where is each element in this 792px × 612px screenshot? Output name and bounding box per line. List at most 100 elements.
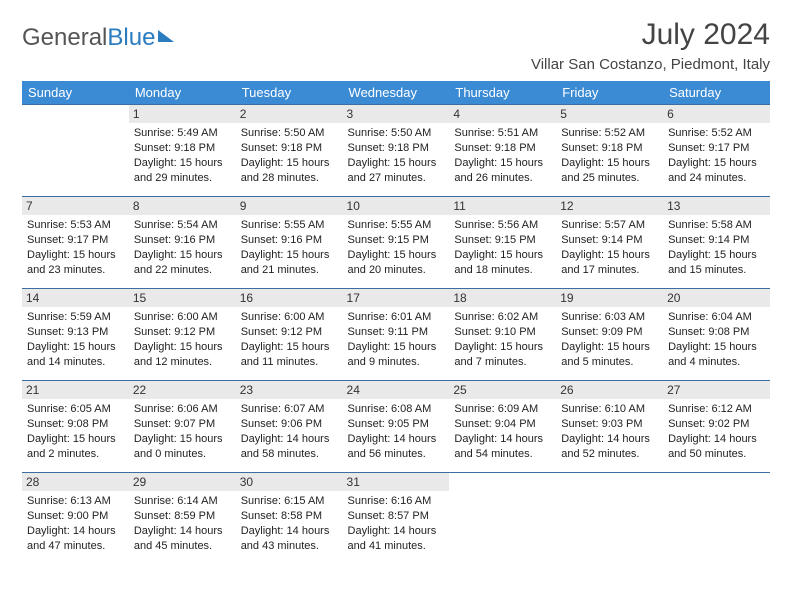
logo-text-2: Blue bbox=[107, 24, 155, 52]
detail-line: Sunset: 9:18 PM bbox=[454, 141, 551, 156]
day-detail: Sunrise: 6:12 AMSunset: 9:02 PMDaylight:… bbox=[668, 402, 765, 461]
detail-line: and 43 minutes. bbox=[241, 539, 338, 554]
day-detail: Sunrise: 5:59 AMSunset: 9:13 PMDaylight:… bbox=[27, 310, 124, 369]
header: GeneralBlue July 2024 Villar San Costanz… bbox=[22, 18, 770, 79]
detail-line: Sunrise: 6:00 AM bbox=[134, 310, 231, 325]
detail-line: Daylight: 15 hours bbox=[348, 248, 445, 263]
detail-line: Daylight: 14 hours bbox=[134, 524, 231, 539]
detail-line: Sunset: 9:07 PM bbox=[134, 417, 231, 432]
day-number: 17 bbox=[343, 289, 450, 307]
day-number: 6 bbox=[663, 105, 770, 123]
detail-line: and 12 minutes. bbox=[134, 355, 231, 370]
detail-line: Sunset: 9:09 PM bbox=[561, 325, 658, 340]
detail-line: Daylight: 15 hours bbox=[668, 248, 765, 263]
detail-line: Daylight: 15 hours bbox=[27, 432, 124, 447]
detail-line: Sunset: 9:18 PM bbox=[348, 141, 445, 156]
detail-line: Sunset: 9:15 PM bbox=[454, 233, 551, 248]
day-number: 16 bbox=[236, 289, 343, 307]
detail-line: and 56 minutes. bbox=[348, 447, 445, 462]
day-number: 8 bbox=[129, 197, 236, 215]
calendar-cell: 30Sunrise: 6:15 AMSunset: 8:58 PMDayligh… bbox=[236, 473, 343, 565]
detail-line: Sunset: 9:08 PM bbox=[668, 325, 765, 340]
detail-line: Sunset: 9:00 PM bbox=[27, 509, 124, 524]
day-number: 22 bbox=[129, 381, 236, 399]
detail-line: Daylight: 15 hours bbox=[27, 340, 124, 355]
detail-line: and 5 minutes. bbox=[561, 355, 658, 370]
detail-line: Sunrise: 6:05 AM bbox=[27, 402, 124, 417]
calendar-cell: 18Sunrise: 6:02 AMSunset: 9:10 PMDayligh… bbox=[449, 289, 556, 381]
day-number: 19 bbox=[556, 289, 663, 307]
day-detail: Sunrise: 6:14 AMSunset: 8:59 PMDaylight:… bbox=[134, 494, 231, 553]
detail-line: and 29 minutes. bbox=[134, 171, 231, 186]
calendar-row: 21Sunrise: 6:05 AMSunset: 9:08 PMDayligh… bbox=[22, 381, 770, 473]
logo-mark-icon bbox=[158, 30, 174, 42]
calendar-row: 7Sunrise: 5:53 AMSunset: 9:17 PMDaylight… bbox=[22, 197, 770, 289]
detail-line: and 2 minutes. bbox=[27, 447, 124, 462]
day-number: 24 bbox=[343, 381, 450, 399]
detail-line: Daylight: 15 hours bbox=[134, 340, 231, 355]
detail-line: Daylight: 14 hours bbox=[241, 432, 338, 447]
day-number: 12 bbox=[556, 197, 663, 215]
weekday-header: Thursday bbox=[449, 81, 556, 105]
day-number: 3 bbox=[343, 105, 450, 123]
detail-line: Sunset: 9:06 PM bbox=[241, 417, 338, 432]
detail-line: Sunset: 9:05 PM bbox=[348, 417, 445, 432]
detail-line: Sunset: 9:17 PM bbox=[668, 141, 765, 156]
detail-line: Sunrise: 6:13 AM bbox=[27, 494, 124, 509]
day-detail: Sunrise: 5:55 AMSunset: 9:15 PMDaylight:… bbox=[348, 218, 445, 277]
detail-line: Sunrise: 5:51 AM bbox=[454, 126, 551, 141]
detail-line: and 18 minutes. bbox=[454, 263, 551, 278]
detail-line: Sunrise: 5:54 AM bbox=[134, 218, 231, 233]
day-number: 10 bbox=[343, 197, 450, 215]
detail-line: Daylight: 14 hours bbox=[27, 524, 124, 539]
day-detail: Sunrise: 6:01 AMSunset: 9:11 PMDaylight:… bbox=[348, 310, 445, 369]
detail-line: and 17 minutes. bbox=[561, 263, 658, 278]
calendar-cell: 16 Sunrise: 6:00 AMSunset: 9:12 PMDayligh… bbox=[236, 289, 343, 381]
calendar-cell: 2Sunrise: 5:50 AMSunset: 9:18 PMDaylight… bbox=[236, 105, 343, 197]
day-detail: Sunrise: 6:07 AMSunset: 9:06 PMDaylight:… bbox=[241, 402, 338, 461]
detail-line: Sunset: 9:04 PM bbox=[454, 417, 551, 432]
day-detail: Sunrise: 5:53 AMSunset: 9:17 PMDaylight:… bbox=[27, 218, 124, 277]
calendar-cell: 11 Sunrise: 5:56 AMSunset: 9:15 PMDayligh… bbox=[449, 197, 556, 289]
detail-line: Sunrise: 6:15 AM bbox=[241, 494, 338, 509]
detail-line: and 52 minutes. bbox=[561, 447, 658, 462]
calendar-cell: 25Sunrise: 6:09 AMSunset: 9:04 PMDayligh… bbox=[449, 381, 556, 473]
day-detail: Sunrise: 5:49 AMSunset: 9:18 PMDaylight:… bbox=[134, 126, 231, 185]
calendar-cell: 9Sunrise: 5:55 AMSunset: 9:16 PMDaylight… bbox=[236, 197, 343, 289]
calendar-cell: 21Sunrise: 6:05 AMSunset: 9:08 PMDayligh… bbox=[22, 381, 129, 473]
detail-line: Sunrise: 5:49 AM bbox=[134, 126, 231, 141]
detail-line: and 0 minutes. bbox=[134, 447, 231, 462]
calendar-row: 28Sunrise: 6:13 AMSunset: 9:00 PMDayligh… bbox=[22, 473, 770, 565]
day-detail: Sunrise: 6:00 AMSunset: 9:12 PMDaylight:… bbox=[241, 310, 338, 369]
detail-line: Daylight: 15 hours bbox=[241, 156, 338, 171]
day-number: 9 bbox=[236, 197, 343, 215]
day-detail: Sunrise: 5:56 AMSunset: 9:15 PMDaylight:… bbox=[454, 218, 551, 277]
weekday-header: Sunday bbox=[22, 81, 129, 105]
day-detail: Sunrise: 6:10 AMSunset: 9:03 PMDaylight:… bbox=[561, 402, 658, 461]
detail-line: Sunrise: 6:00 AM bbox=[241, 310, 338, 325]
detail-line: Sunset: 8:58 PM bbox=[241, 509, 338, 524]
detail-line: and 58 minutes. bbox=[241, 447, 338, 462]
day-number: 18 bbox=[449, 289, 556, 307]
day-detail: Sunrise: 5:51 AMSunset: 9:18 PMDaylight:… bbox=[454, 126, 551, 185]
detail-line: Sunrise: 6:06 AM bbox=[134, 402, 231, 417]
detail-line: and 41 minutes. bbox=[348, 539, 445, 554]
detail-line: Sunrise: 5:50 AM bbox=[348, 126, 445, 141]
calendar-cell: 17 Sunrise: 6:01 AMSunset: 9:11 PMDayligh… bbox=[343, 289, 450, 381]
calendar-cell: 3Sunrise: 5:50 AMSunset: 9:18 PMDaylight… bbox=[343, 105, 450, 197]
day-number: 11 bbox=[449, 197, 556, 215]
detail-line: Sunrise: 5:57 AM bbox=[561, 218, 658, 233]
day-detail: Sunrise: 5:52 AMSunset: 9:18 PMDaylight:… bbox=[561, 126, 658, 185]
day-number: 26 bbox=[556, 381, 663, 399]
detail-line: and 45 minutes. bbox=[134, 539, 231, 554]
detail-line: Sunset: 9:15 PM bbox=[348, 233, 445, 248]
detail-line: and 14 minutes. bbox=[27, 355, 124, 370]
detail-line: Daylight: 15 hours bbox=[454, 248, 551, 263]
detail-line: Daylight: 15 hours bbox=[27, 248, 124, 263]
day-number: 14 bbox=[22, 289, 129, 307]
day-detail: Sunrise: 6:04 AMSunset: 9:08 PMDaylight:… bbox=[668, 310, 765, 369]
detail-line: Sunset: 9:12 PM bbox=[241, 325, 338, 340]
detail-line: Sunrise: 5:56 AM bbox=[454, 218, 551, 233]
detail-line: Sunset: 9:17 PM bbox=[27, 233, 124, 248]
detail-line: Sunset: 9:18 PM bbox=[134, 141, 231, 156]
